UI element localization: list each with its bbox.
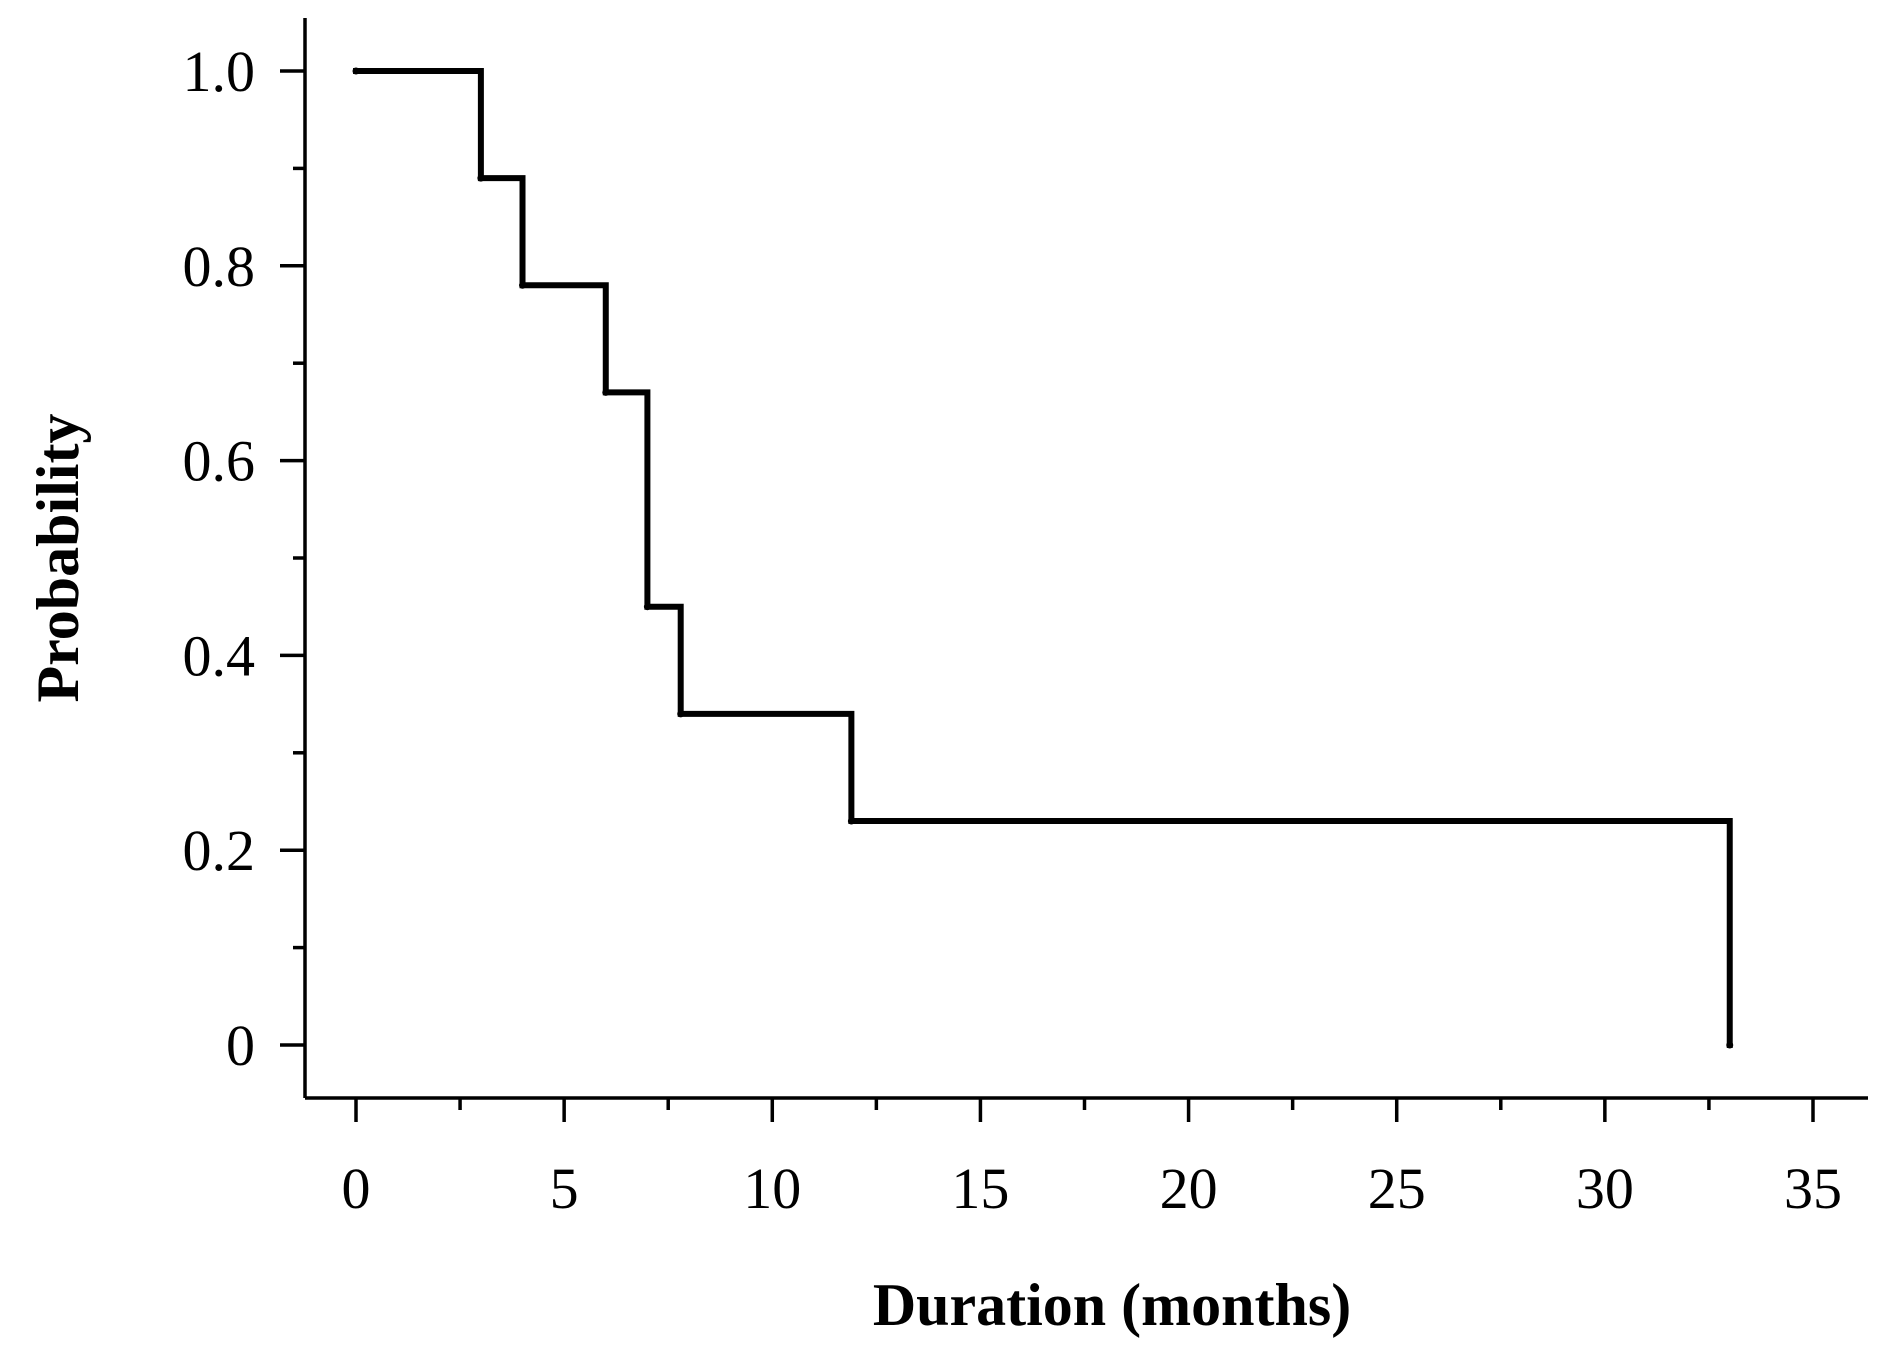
event-point xyxy=(602,388,610,396)
event-point xyxy=(847,817,855,825)
y-tick-label: 0.8 xyxy=(183,234,256,299)
x-tick-label: 15 xyxy=(951,1156,1009,1221)
y-tick-label: 0.2 xyxy=(183,818,256,883)
x-tick-label: 30 xyxy=(1576,1156,1634,1221)
y-tick-label: 0.6 xyxy=(183,429,256,494)
x-tick-label: 10 xyxy=(743,1156,801,1221)
event-point xyxy=(643,603,651,611)
y-tick-label: 1.0 xyxy=(183,39,256,104)
x-tick-label: 0 xyxy=(342,1156,371,1221)
x-tick-label: 20 xyxy=(1160,1156,1218,1221)
y-tick-label: 0.4 xyxy=(183,623,256,688)
survival-series xyxy=(352,67,1734,1049)
event-point xyxy=(477,174,485,182)
x-tick-label: 35 xyxy=(1784,1156,1842,1221)
x-axis-ticks: 0 5 10 15 20 25 30 35 xyxy=(342,1098,1842,1221)
y-axis-ticks: 0 0.2 0.4 0.6 0.8 1.0 xyxy=(183,39,305,1078)
x-tick-label: 25 xyxy=(1368,1156,1426,1221)
event-point xyxy=(1726,1041,1734,1049)
event-point xyxy=(352,67,360,75)
event-point xyxy=(519,281,527,289)
plot-area: 0 0.2 0.4 0.6 0.8 1.0 0 5 10 15 20 25 30 35 xyxy=(183,18,1868,1221)
y-axis-title: Probability xyxy=(25,414,91,703)
survival-curve xyxy=(353,68,1733,1048)
x-tick-label: 5 xyxy=(550,1156,579,1221)
x-axis-title: Duration (months) xyxy=(873,1272,1351,1338)
y-tick-label: 0 xyxy=(226,1013,255,1078)
event-point xyxy=(677,710,685,718)
